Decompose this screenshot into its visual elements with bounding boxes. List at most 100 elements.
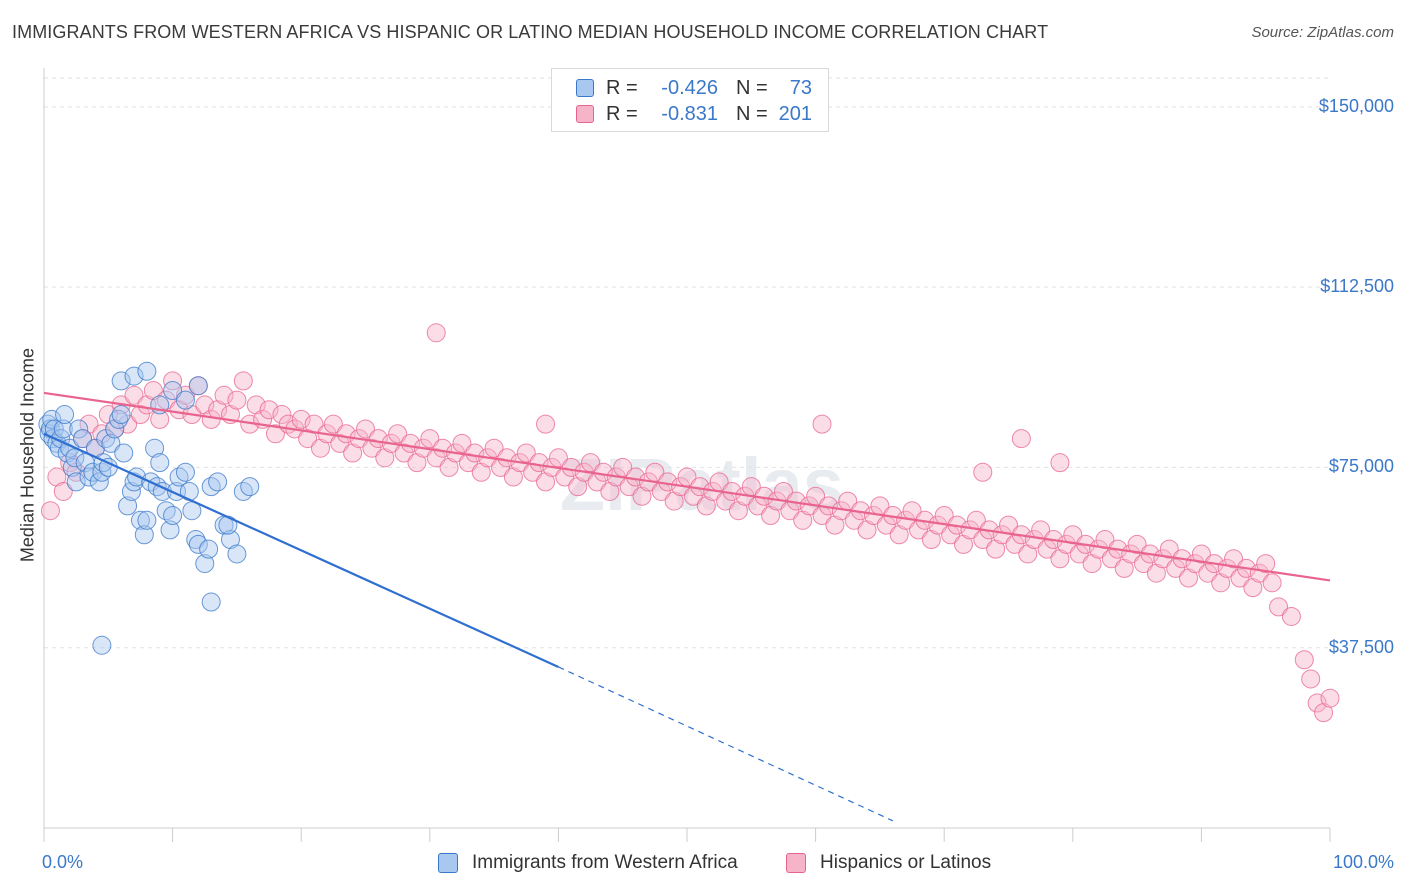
point-western-africa — [69, 419, 89, 439]
legend-label-hispanics: Hispanics or Latinos — [820, 852, 992, 873]
point-western-africa — [240, 477, 260, 497]
point-hispanic — [394, 443, 414, 463]
x-tick-label-max: 100.0% — [1332, 852, 1394, 872]
point-western-africa — [114, 443, 134, 463]
point-western-africa — [55, 405, 75, 425]
point-hispanic — [118, 414, 138, 434]
point-hispanic — [497, 448, 517, 468]
point-hispanic — [1301, 669, 1321, 689]
point-western-africa — [201, 592, 221, 612]
trend-line-western-africa — [43, 432, 559, 668]
point-hispanic — [420, 429, 440, 449]
point-hispanic — [761, 506, 781, 525]
point-hispanic — [1089, 539, 1109, 559]
point-hispanic — [130, 405, 150, 425]
point-hispanic — [1230, 568, 1250, 588]
point-western-africa — [175, 390, 195, 410]
legend-row-pink: R = -0.831 N = 201 — [576, 102, 812, 126]
point-western-africa — [137, 510, 157, 530]
x-tick-label-min: 0.0% — [42, 852, 84, 872]
point-hispanic — [825, 515, 845, 535]
point-hispanic — [1050, 549, 1070, 569]
point-hispanic — [53, 481, 73, 501]
point-hispanic — [1256, 554, 1276, 574]
point-hispanic — [323, 414, 343, 434]
point-western-africa — [109, 409, 129, 429]
point-hispanic — [503, 467, 523, 487]
point-hispanic — [1211, 573, 1231, 593]
point-hispanic — [452, 433, 472, 453]
point-hispanic — [696, 496, 716, 516]
point-western-africa — [134, 525, 154, 545]
point-hispanic — [1114, 558, 1134, 578]
point-hispanic — [1011, 429, 1031, 449]
point-western-africa — [150, 453, 170, 473]
point-hispanic — [439, 457, 459, 477]
point-hispanic — [1146, 563, 1166, 583]
point-western-africa — [66, 472, 86, 492]
point-hispanic — [1314, 703, 1334, 723]
point-hispanic — [1018, 544, 1038, 564]
point-hispanic — [1191, 544, 1211, 564]
legend-swatch-hispanics — [786, 853, 806, 873]
legend-r-label: R = — [606, 76, 638, 99]
point-hispanic — [1198, 563, 1218, 583]
point-hispanic — [214, 385, 234, 405]
point-hispanic — [536, 472, 556, 492]
trend-line-hispanics — [43, 391, 1331, 582]
point-western-africa — [175, 462, 195, 482]
legend-label-western-africa: Immigrants from Western Africa — [472, 852, 738, 873]
point-western-africa — [160, 520, 180, 540]
legend-r-value: -0.426 — [661, 76, 718, 99]
y-axis-title: Median Household Income — [17, 347, 38, 563]
point-western-africa — [111, 405, 131, 425]
point-western-africa — [118, 496, 138, 516]
point-hispanic — [536, 414, 556, 434]
point-western-africa — [169, 467, 189, 487]
point-hispanic — [1159, 539, 1179, 559]
y-tick-label: $150,000 — [1318, 95, 1394, 116]
legend-n-value: 201 — [778, 102, 812, 125]
point-hispanic — [1262, 573, 1282, 593]
legend-swatch-blue — [576, 79, 594, 97]
point-hispanic — [426, 323, 446, 343]
point-hispanic — [124, 385, 144, 405]
point-western-africa — [92, 635, 112, 655]
point-hispanic — [812, 414, 832, 434]
point-hispanic — [1224, 549, 1244, 569]
point-western-africa — [195, 554, 215, 574]
point-hispanic — [857, 520, 877, 540]
point-hispanic — [426, 448, 446, 468]
point-western-africa — [105, 419, 125, 439]
series-legend: Immigrants from Western Africa Hispanics… — [0, 852, 1406, 878]
point-hispanic — [1082, 554, 1102, 574]
point-western-africa — [130, 510, 150, 530]
point-hispanic — [471, 462, 491, 482]
point-hispanic — [1050, 453, 1070, 473]
point-hispanic — [343, 443, 363, 463]
point-western-africa — [201, 477, 221, 497]
legend-r-value: -0.831 — [661, 102, 718, 125]
point-western-africa — [208, 472, 228, 492]
point-hispanic — [973, 462, 993, 482]
legend-item-hispanics: Hispanics or Latinos — [786, 852, 991, 874]
point-western-africa — [111, 371, 131, 391]
point-hispanic — [1294, 650, 1314, 670]
point-hispanic — [47, 467, 67, 487]
point-hispanic — [330, 433, 350, 453]
point-hispanic — [1179, 568, 1199, 588]
watermark: ZIPatlas — [560, 443, 844, 526]
point-western-africa — [233, 481, 253, 501]
point-hispanic — [465, 443, 485, 463]
legend-r-label: R = — [606, 102, 638, 125]
point-western-africa — [137, 361, 157, 381]
point-hispanic — [1069, 544, 1089, 564]
point-western-africa — [188, 534, 208, 554]
y-tick-label: $37,500 — [1328, 636, 1394, 657]
point-hispanic — [175, 385, 195, 405]
point-western-africa — [227, 544, 247, 564]
point-western-africa — [53, 419, 73, 439]
point-hispanic — [156, 390, 176, 410]
point-hispanic — [600, 481, 620, 501]
